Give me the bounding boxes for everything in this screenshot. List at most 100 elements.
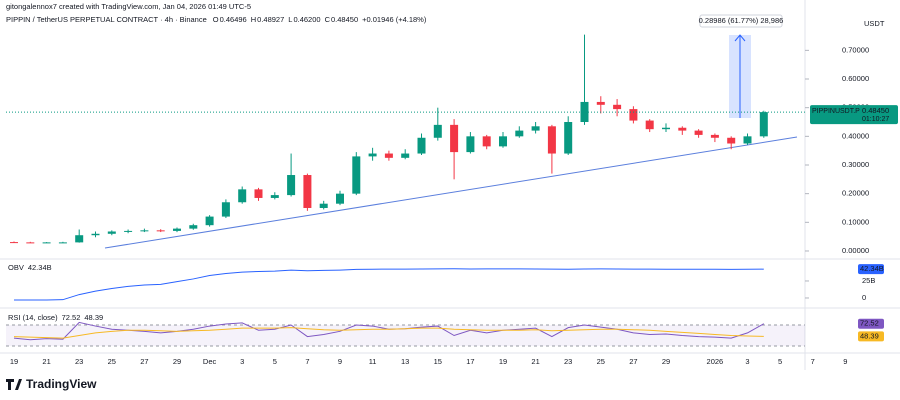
- candle-body: [482, 136, 491, 147]
- y-tick-label: 0.10000: [842, 217, 869, 226]
- candle-body: [531, 126, 540, 131]
- candle-body: [238, 189, 247, 203]
- candle-body: [124, 230, 133, 232]
- series-line: [14, 268, 764, 301]
- candle-body: [466, 136, 475, 153]
- x-tick-label: 23: [75, 357, 83, 366]
- series-line: [13, 327, 764, 339]
- candle-body: [694, 130, 703, 135]
- last-price: 0.48450: [862, 106, 889, 115]
- value-tag: [858, 318, 884, 329]
- ohlc-key: O: [213, 15, 219, 24]
- candle-body: [26, 242, 35, 244]
- logo: TradingView: [6, 377, 97, 391]
- candle-body: [433, 124, 442, 138]
- brand: TradingView: [26, 377, 97, 391]
- candle-body: [336, 193, 344, 204]
- y-tick-label: 0.00000: [842, 246, 869, 255]
- x-tick-label: 2026: [707, 357, 724, 366]
- header-value: 72.52: [62, 313, 81, 322]
- y-tick-label: 0.40000: [842, 131, 869, 140]
- candle-body: [91, 233, 100, 236]
- panel-title: RSI (14, close): [8, 313, 58, 322]
- candle-body: [417, 137, 426, 154]
- candle-body: [221, 202, 230, 217]
- candle-body: [596, 101, 605, 105]
- candle-body: [515, 130, 524, 137]
- candle-body: [58, 242, 67, 244]
- candle-body: [140, 230, 149, 232]
- candle-body: [352, 156, 361, 194]
- currency: USDT: [864, 19, 885, 28]
- x-tick-label: 19: [10, 357, 18, 366]
- candle-body: [547, 126, 556, 154]
- x-tick-label: Dec: [203, 357, 217, 366]
- x-tick-label: 27: [629, 357, 637, 366]
- candle-body: [205, 216, 214, 226]
- ohlc-value: 0.46496: [220, 15, 247, 24]
- ohlc-key: H: [251, 15, 256, 24]
- change: +0.01946 (+4.18%): [362, 15, 427, 24]
- y-tick-label: 0.70000: [842, 45, 869, 54]
- header-value: 42.34B: [28, 263, 52, 272]
- value-tag: [858, 331, 884, 342]
- x-tick-label: 25: [108, 357, 116, 366]
- value-tag-label: 48.39: [860, 331, 879, 340]
- y-tick-label: 0: [862, 293, 866, 302]
- candle-body: [401, 153, 410, 158]
- ohlc-key: L: [288, 15, 292, 24]
- panel-title: OBV: [8, 263, 24, 272]
- candle-body: [368, 153, 377, 157]
- countdown: 01:10:27: [862, 116, 889, 123]
- candle-body: [189, 225, 198, 229]
- x-tick-label: 21: [42, 357, 50, 366]
- value-tag-label: 72.52: [860, 319, 879, 328]
- candle-body: [759, 112, 768, 137]
- ohlc-key: C: [325, 15, 331, 24]
- x-tick-label: 9: [843, 357, 847, 366]
- candle-body: [384, 153, 393, 158]
- x-tick-label: 29: [173, 357, 181, 366]
- candle-body: [580, 101, 589, 123]
- candle-body: [727, 137, 736, 144]
- y-tick-label: 0.60000: [842, 74, 869, 83]
- value-tag-label: 42.34B: [860, 264, 884, 273]
- x-tick-label: 21: [531, 357, 539, 366]
- header-value: 48.39: [84, 313, 103, 322]
- x-tick-label: 29: [662, 357, 670, 366]
- candle-body: [629, 109, 638, 121]
- y-tick-label: 0.20000: [842, 189, 869, 198]
- x-tick-label: 17: [466, 357, 474, 366]
- candle-body: [156, 230, 165, 232]
- trend-line: [104, 136, 798, 249]
- measure-label: 0.28986 (61.77%) 28,986: [699, 16, 784, 25]
- candle-body: [662, 127, 670, 130]
- x-tick-label: 11: [369, 357, 377, 366]
- x-tick-label: 25: [597, 357, 605, 366]
- candle-body: [303, 175, 312, 208]
- candle-body: [613, 104, 622, 110]
- x-tick-label: 5: [778, 357, 782, 366]
- candle-body: [743, 136, 752, 144]
- candle-body: [645, 120, 654, 130]
- candle-body: [450, 124, 459, 153]
- candle-body: [42, 242, 51, 244]
- price-tag: [810, 105, 898, 125]
- x-tick-label: 19: [499, 357, 507, 366]
- candle-body: [710, 134, 719, 138]
- candle-body: [564, 122, 573, 154]
- symbol: PIPPIN / TetherUS PERPETUAL CONTRACT · 4…: [6, 15, 207, 24]
- logo-mark: [6, 379, 22, 390]
- candle-body: [270, 195, 279, 198]
- x-tick-label: 7: [305, 357, 309, 366]
- x-tick-label: 9: [338, 357, 342, 366]
- x-tick-label: 23: [564, 357, 572, 366]
- candle-body: [499, 136, 507, 147]
- candle-body: [107, 231, 116, 234]
- x-tick-label: 3: [240, 357, 244, 366]
- credit: gitongalennox7 created with TradingView.…: [6, 2, 251, 11]
- x-tick-label: 3: [745, 357, 749, 366]
- x-tick-label: 5: [273, 357, 277, 366]
